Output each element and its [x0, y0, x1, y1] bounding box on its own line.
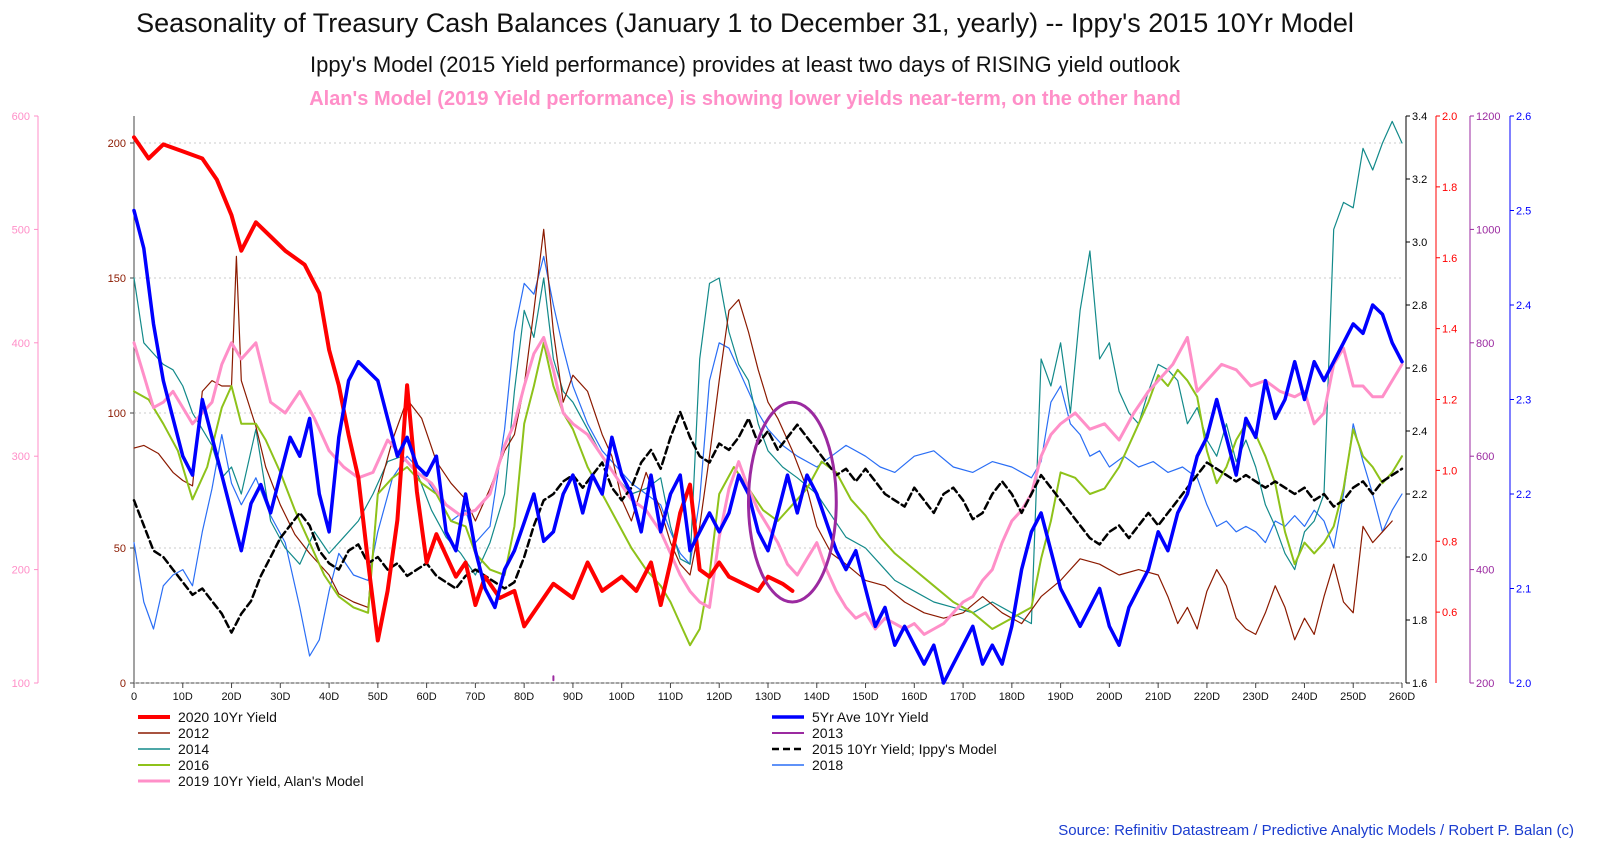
legend-label: 2012: [178, 725, 209, 741]
right-red-tick-label: 1.2: [1442, 395, 1457, 407]
x-tick-label: 260D: [1389, 691, 1415, 703]
x-tick-label: 140D: [804, 691, 830, 703]
legend-label: 2015 10Yr Yield; Ippy's Model: [812, 741, 997, 757]
far-left-tick-label: 200: [12, 565, 30, 577]
x-tick-label: 0: [131, 691, 137, 703]
right-purple-tick-label: 600: [1476, 451, 1494, 463]
right-black-tick-label: 2.2: [1412, 489, 1427, 501]
right-red-tick-label: 1.8: [1442, 182, 1457, 194]
right-red-tick-label: 2.0: [1442, 111, 1457, 123]
chart-subtitle-pink: Alan's Model (2019 Yield performance) is…: [309, 88, 1181, 110]
x-tick-label: 220D: [1194, 691, 1220, 703]
x-tick-label: 100D: [609, 691, 635, 703]
right-red-tick-label: 1.0: [1442, 465, 1457, 477]
series-line-2018: [133, 255, 1403, 657]
x-tick-label: 40D: [319, 691, 339, 703]
source-note: Source: Refinitiv Datastream / Predictiv…: [1058, 822, 1574, 839]
legend-label: 2014: [178, 741, 209, 757]
chart-title: Seasonality of Treasury Cash Balances (J…: [136, 8, 1354, 38]
x-tick-label: 20D: [221, 691, 241, 703]
legend-label: 5Yr Ave 10Yr Yield: [812, 709, 928, 725]
right-blue-tick-label: 2.1: [1516, 584, 1531, 596]
x-tick-label: 160D: [901, 691, 927, 703]
right-blue-tick-label: 2.3: [1516, 395, 1531, 407]
x-tick-label: 180D: [999, 691, 1025, 703]
right-blue-tick-label: 2.6: [1516, 111, 1531, 123]
legend-label: 2020 10Yr Yield: [178, 709, 277, 725]
series-line-2016: [133, 341, 1403, 647]
left-dark-tick-label: 200: [108, 138, 126, 150]
x-tick-label: 30D: [270, 691, 290, 703]
series-line-5yr-ave-10yr-yield: [132, 208, 1404, 685]
far-left-tick-label: 400: [12, 338, 30, 350]
legend-label: 2018: [812, 757, 843, 773]
legend-label: 2013: [812, 725, 843, 741]
right-red-tick-label: 1.6: [1442, 253, 1457, 265]
right-purple-tick-label: 200: [1476, 678, 1494, 690]
right-blue-tick-label: 2.0: [1516, 678, 1531, 690]
x-tick-label: 130D: [755, 691, 781, 703]
left-dark-tick-label: 150: [108, 273, 126, 285]
right-red-tick-label: 0.8: [1442, 536, 1457, 548]
right-black-tick-label: 2.4: [1412, 426, 1427, 438]
far-left-tick-label: 300: [12, 451, 30, 463]
right-black-tick-label: 3.2: [1412, 174, 1427, 186]
x-tick-label: 240D: [1291, 691, 1317, 703]
right-red-tick-label: 0.6: [1442, 607, 1457, 619]
left-dark-tick-label: 50: [114, 543, 126, 555]
x-tick-label: 230D: [1243, 691, 1269, 703]
right-purple-tick-label: 1200: [1476, 111, 1500, 123]
x-tick-label: 50D: [368, 691, 388, 703]
x-tick-label: 110D: [658, 691, 684, 703]
series-line-2019-10yr-yield-alan-s-model: [132, 335, 1404, 636]
x-tick-label: 80D: [514, 691, 534, 703]
series-line-2014: [133, 120, 1403, 625]
x-tick-label: 150D: [852, 691, 878, 703]
x-tick-label: 10D: [173, 691, 193, 703]
annotation-ellipse: [746, 400, 838, 604]
right-black-tick-label: 2.0: [1412, 552, 1427, 564]
legend-label: 2016: [178, 757, 209, 773]
x-tick-label: 190D: [1047, 691, 1073, 703]
right-black-tick-label: 3.4: [1412, 111, 1427, 123]
x-tick-label: 250D: [1340, 691, 1366, 703]
right-blue-tick-label: 2.4: [1516, 300, 1531, 312]
x-tick-label: 60D: [417, 691, 437, 703]
x-tick-label: 170D: [950, 691, 976, 703]
right-blue-tick-label: 2.5: [1516, 206, 1531, 218]
chart-subtitle: Ippy's Model (2015 Yield performance) pr…: [310, 52, 1180, 77]
series-line-2012: [133, 228, 1393, 641]
right-black-tick-label: 2.8: [1412, 300, 1427, 312]
right-purple-tick-label: 1000: [1476, 224, 1500, 236]
right-black-tick-label: 2.6: [1412, 363, 1427, 375]
x-tick-label: 210D: [1145, 691, 1171, 703]
right-black-tick-label: 1.8: [1412, 615, 1427, 627]
series-line-2015-10yr-yield-ippy-s-model: [132, 410, 1404, 634]
right-blue-tick-label: 2.2: [1516, 489, 1531, 501]
left-dark-tick-label: 0: [120, 678, 126, 690]
x-tick-label: 90D: [563, 691, 583, 703]
x-tick-label: 70D: [465, 691, 485, 703]
right-black-tick-label: 3.0: [1412, 237, 1427, 249]
left-dark-tick-label: 100: [108, 408, 126, 420]
right-black-tick-label: 1.6: [1412, 678, 1427, 690]
far-left-tick-label: 100: [12, 678, 30, 690]
right-red-tick-label: 1.4: [1442, 324, 1457, 336]
far-left-tick-label: 600: [12, 111, 30, 123]
right-purple-tick-label: 800: [1476, 338, 1494, 350]
x-tick-label: 200D: [1096, 691, 1122, 703]
far-left-tick-label: 500: [12, 224, 30, 236]
x-tick-label: 120D: [706, 691, 732, 703]
right-purple-tick-label: 400: [1476, 565, 1494, 577]
series-line-2020-10yr-yield: [132, 135, 795, 643]
legend-label: 2019 10Yr Yield, Alan's Model: [178, 773, 364, 789]
